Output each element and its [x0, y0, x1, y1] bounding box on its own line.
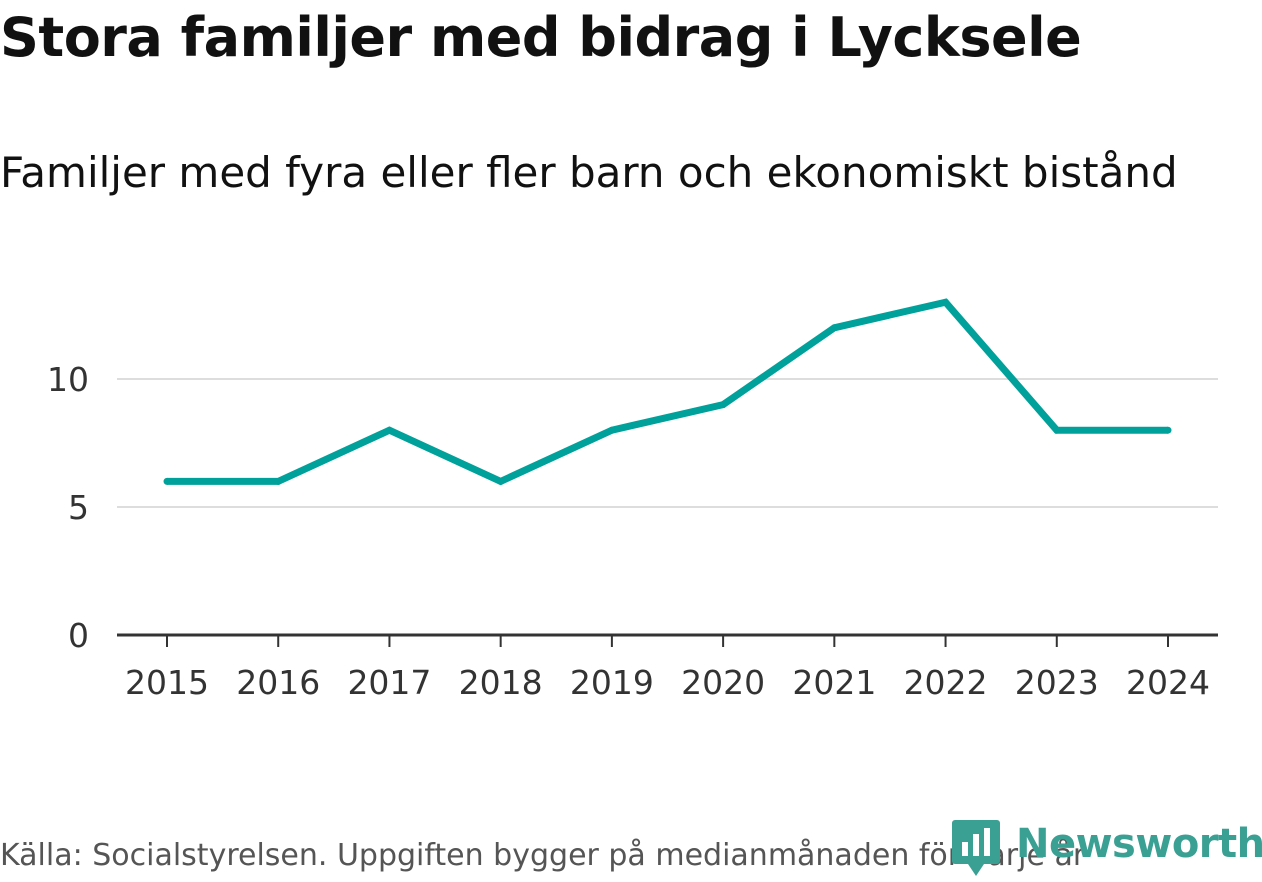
y-tick-label: 0: [68, 616, 89, 655]
gridlines: [117, 378, 1218, 508]
brand-name: Newsworthy: [1016, 821, 1262, 867]
x-tick-label: 2023: [1015, 663, 1099, 702]
brand-logo: Newsworthy: [952, 820, 1262, 876]
data-point: [163, 477, 171, 485]
data-point: [385, 426, 393, 434]
data-point: [719, 401, 727, 409]
x-tick-label: 2022: [904, 663, 988, 702]
data-point: [274, 477, 282, 485]
chart-subtitle: Familjer med fyra eller fler barn och ek…: [0, 148, 1178, 197]
data-point: [608, 426, 616, 434]
x-tick-label: 2016: [236, 663, 320, 702]
x-tick-label: 2021: [792, 663, 876, 702]
series-layer: [163, 298, 1172, 486]
data-point: [830, 324, 838, 332]
y-tick-label: 5: [68, 488, 89, 527]
chart-title: Stora familjer med bidrag i Lycksele: [0, 6, 1082, 69]
x-tick-label: 2017: [347, 663, 431, 702]
y-axis-ticks: 0 5 10: [47, 360, 89, 655]
x-tick-label: 2018: [459, 663, 543, 702]
series-line: [167, 298, 1168, 486]
data-point: [1053, 426, 1061, 434]
x-tick-label: 2019: [570, 663, 654, 702]
data-point: [942, 298, 950, 306]
newsworthy-logo-icon: [952, 820, 1000, 876]
data-point: [1164, 426, 1172, 434]
x-tick-label: 2020: [681, 663, 765, 702]
source-note: Källa: Socialstyrelsen. Uppgiften bygger…: [0, 838, 1086, 873]
y-tick-label: 10: [47, 360, 89, 399]
data-point: [497, 477, 505, 485]
x-tick-label: 2024: [1126, 663, 1210, 702]
x-axis-ticks: 2015 2016 2017 2018 2019 2020 2021 2022 2023 2024: [125, 635, 1210, 702]
x-tick-label: 2015: [125, 663, 209, 702]
